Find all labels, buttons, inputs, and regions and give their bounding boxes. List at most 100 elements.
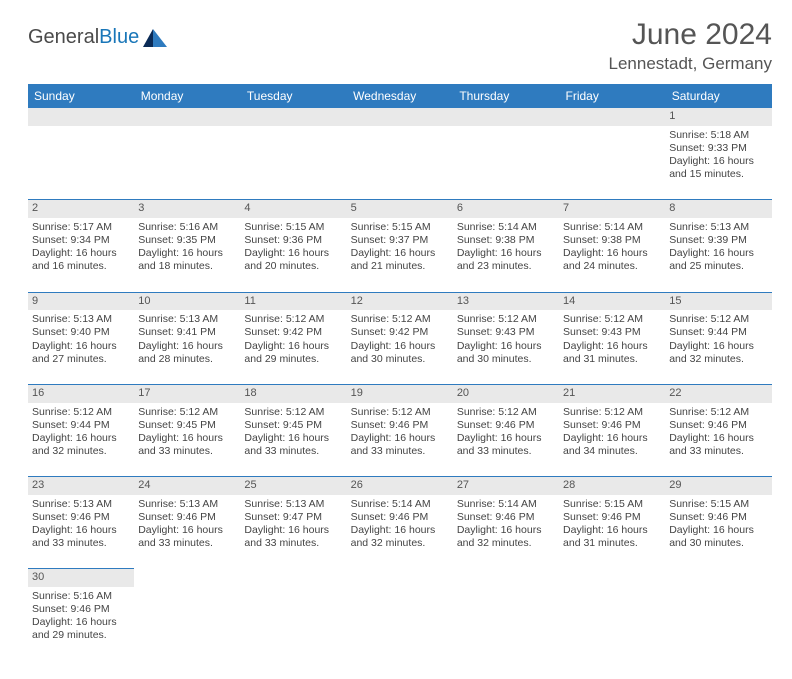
calendar-cell	[240, 587, 346, 661]
sunrise-line: Sunrise: 5:12 AM	[669, 313, 767, 326]
month-title: June 2024	[609, 18, 772, 52]
daylight-line-1: Daylight: 16 hours	[669, 155, 767, 168]
day-number-cell: 11	[240, 292, 346, 310]
daylight-line-1: Daylight: 16 hours	[563, 432, 661, 445]
daylight-line-1: Daylight: 16 hours	[563, 340, 661, 353]
day-number-cell: 18	[240, 384, 346, 402]
daylight-line-2: and 29 minutes.	[244, 353, 342, 366]
day-number-cell: 23	[28, 477, 134, 495]
sunset-line: Sunset: 9:46 PM	[32, 603, 130, 616]
sunset-line: Sunset: 9:33 PM	[669, 142, 767, 155]
daylight-line-1: Daylight: 16 hours	[669, 340, 767, 353]
daylight-line-1: Daylight: 16 hours	[669, 524, 767, 537]
calendar-cell	[559, 587, 665, 661]
calendar-cell: Sunrise: 5:13 AMSunset: 9:46 PMDaylight:…	[28, 495, 134, 569]
day-number-cell	[134, 108, 240, 126]
sunset-line: Sunset: 9:43 PM	[563, 326, 661, 339]
daylight-line-1: Daylight: 16 hours	[244, 340, 342, 353]
daynum-row: 1	[28, 108, 772, 126]
sunrise-line: Sunrise: 5:12 AM	[669, 406, 767, 419]
sunset-line: Sunset: 9:46 PM	[351, 511, 449, 524]
day-number-cell: 6	[453, 200, 559, 218]
day-number-cell	[347, 569, 453, 587]
day-number-cell: 8	[665, 200, 771, 218]
calendar-cell	[453, 126, 559, 200]
sunset-line: Sunset: 9:46 PM	[457, 419, 555, 432]
daylight-line-2: and 33 minutes.	[351, 445, 449, 458]
calendar-cell: Sunrise: 5:15 AMSunset: 9:36 PMDaylight:…	[240, 218, 346, 292]
day-header: Tuesday	[240, 84, 346, 108]
sunrise-line: Sunrise: 5:13 AM	[244, 498, 342, 511]
daylight-line-2: and 27 minutes.	[32, 353, 130, 366]
daylight-line-1: Daylight: 16 hours	[669, 432, 767, 445]
sunrise-line: Sunrise: 5:12 AM	[32, 406, 130, 419]
calendar-table: Sunday Monday Tuesday Wednesday Thursday…	[28, 84, 772, 661]
calendar-cell	[453, 587, 559, 661]
calendar-cell: Sunrise: 5:12 AMSunset: 9:45 PMDaylight:…	[240, 403, 346, 477]
sunset-line: Sunset: 9:45 PM	[138, 419, 236, 432]
calendar-cell	[240, 126, 346, 200]
day-number-cell	[665, 569, 771, 587]
daylight-line-2: and 30 minutes.	[669, 537, 767, 550]
sunset-line: Sunset: 9:37 PM	[351, 234, 449, 247]
calendar-cell: Sunrise: 5:12 AMSunset: 9:43 PMDaylight:…	[453, 310, 559, 384]
calendar-cell: Sunrise: 5:12 AMSunset: 9:45 PMDaylight:…	[134, 403, 240, 477]
calendar-cell: Sunrise: 5:12 AMSunset: 9:46 PMDaylight:…	[347, 403, 453, 477]
calendar-cell: Sunrise: 5:13 AMSunset: 9:41 PMDaylight:…	[134, 310, 240, 384]
calendar-cell	[134, 587, 240, 661]
day-number-cell	[559, 569, 665, 587]
day-number-cell: 4	[240, 200, 346, 218]
day-number-cell: 12	[347, 292, 453, 310]
daylight-line-2: and 20 minutes.	[244, 260, 342, 273]
calendar-cell: Sunrise: 5:13 AMSunset: 9:46 PMDaylight:…	[134, 495, 240, 569]
day-number-cell	[28, 108, 134, 126]
calendar-row: Sunrise: 5:18 AMSunset: 9:33 PMDaylight:…	[28, 126, 772, 200]
day-number-cell: 25	[240, 477, 346, 495]
day-number-cell: 1	[665, 108, 771, 126]
sunset-line: Sunset: 9:45 PM	[244, 419, 342, 432]
sunrise-line: Sunrise: 5:12 AM	[563, 313, 661, 326]
sunset-line: Sunset: 9:38 PM	[457, 234, 555, 247]
sunset-line: Sunset: 9:46 PM	[138, 511, 236, 524]
day-number-cell: 30	[28, 569, 134, 587]
day-number-cell: 17	[134, 384, 240, 402]
daylight-line-2: and 25 minutes.	[669, 260, 767, 273]
sunset-line: Sunset: 9:44 PM	[669, 326, 767, 339]
day-number-cell: 20	[453, 384, 559, 402]
sunrise-line: Sunrise: 5:17 AM	[32, 221, 130, 234]
daylight-line-2: and 33 minutes.	[457, 445, 555, 458]
day-number-cell: 7	[559, 200, 665, 218]
sunrise-line: Sunrise: 5:15 AM	[244, 221, 342, 234]
day-number-cell	[347, 108, 453, 126]
day-number-cell	[559, 108, 665, 126]
sunrise-line: Sunrise: 5:12 AM	[244, 313, 342, 326]
daynum-row: 2345678	[28, 200, 772, 218]
sunset-line: Sunset: 9:35 PM	[138, 234, 236, 247]
daylight-line-2: and 33 minutes.	[669, 445, 767, 458]
sunrise-line: Sunrise: 5:16 AM	[138, 221, 236, 234]
title-block: June 2024 Lennestadt, Germany	[609, 18, 772, 74]
daylight-line-2: and 33 minutes.	[32, 537, 130, 550]
daylight-line-2: and 30 minutes.	[351, 353, 449, 366]
daylight-line-1: Daylight: 16 hours	[32, 247, 130, 260]
calendar-cell: Sunrise: 5:14 AMSunset: 9:38 PMDaylight:…	[453, 218, 559, 292]
day-number-cell: 21	[559, 384, 665, 402]
sunrise-line: Sunrise: 5:13 AM	[32, 498, 130, 511]
calendar-row: Sunrise: 5:13 AMSunset: 9:46 PMDaylight:…	[28, 495, 772, 569]
day-number-cell: 9	[28, 292, 134, 310]
daylight-line-2: and 33 minutes.	[138, 537, 236, 550]
sunrise-line: Sunrise: 5:12 AM	[244, 406, 342, 419]
sunset-line: Sunset: 9:46 PM	[669, 419, 767, 432]
day-header-row: Sunday Monday Tuesday Wednesday Thursday…	[28, 84, 772, 108]
day-number-cell: 22	[665, 384, 771, 402]
sunset-line: Sunset: 9:46 PM	[563, 419, 661, 432]
logo: GeneralBlue	[28, 26, 167, 49]
calendar-row: Sunrise: 5:17 AMSunset: 9:34 PMDaylight:…	[28, 218, 772, 292]
day-number-cell: 26	[347, 477, 453, 495]
daylight-line-2: and 31 minutes.	[563, 537, 661, 550]
daylight-line-1: Daylight: 16 hours	[669, 247, 767, 260]
sunset-line: Sunset: 9:47 PM	[244, 511, 342, 524]
daylight-line-1: Daylight: 16 hours	[244, 524, 342, 537]
sunrise-line: Sunrise: 5:13 AM	[138, 498, 236, 511]
day-number-cell	[240, 569, 346, 587]
